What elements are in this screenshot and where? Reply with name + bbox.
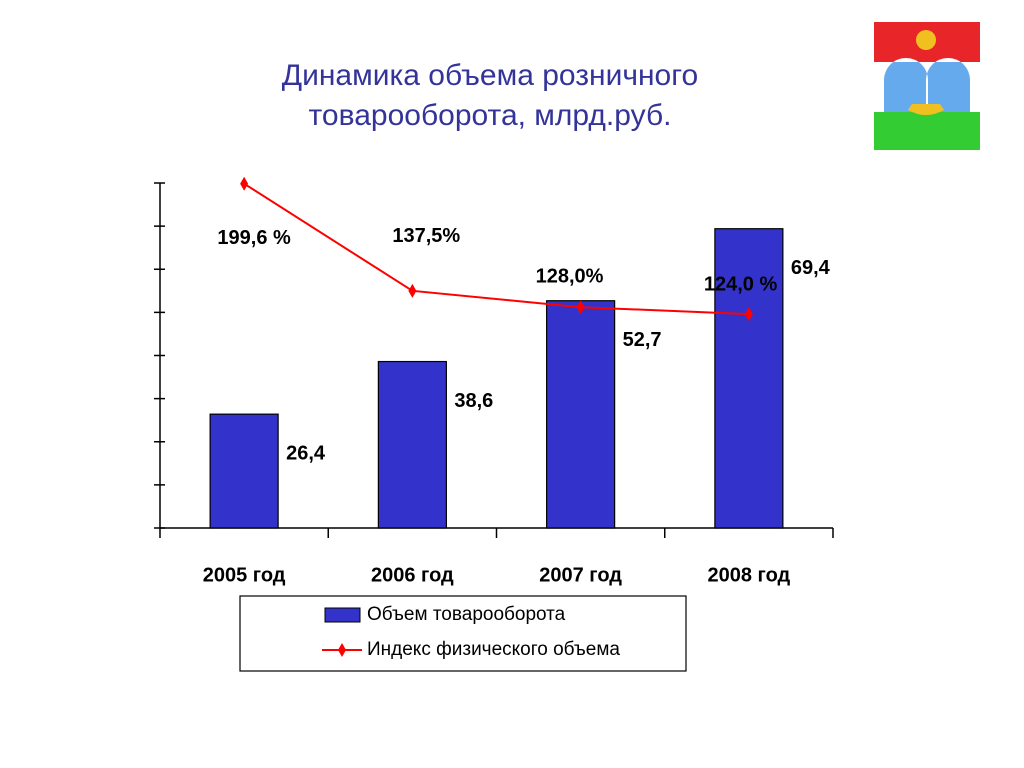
legend-label: Индекс физического объема [367, 639, 620, 660]
line-value-label: 137,5% [392, 225, 460, 247]
chart-title: Динамика объема розничного товарооборота… [281, 59, 699, 132]
bar-value-label: 69,4 [791, 257, 831, 279]
bar [209, 413, 279, 529]
legend-label: Объем товарооборота [367, 604, 566, 625]
bar-value-label: 26,4 [286, 442, 326, 464]
bar [714, 228, 784, 529]
legend-box [239, 595, 687, 672]
x-tick-label: 2007 год [539, 564, 622, 586]
bar-value-label: 52,7 [623, 329, 662, 351]
bar [546, 300, 616, 529]
x-tick-label: 2006 год [371, 564, 454, 586]
line [243, 182, 749, 316]
line-marker [240, 176, 249, 191]
line-value-label: 128,0% [536, 265, 604, 287]
line-marker [744, 307, 753, 322]
legend-marker [338, 643, 346, 657]
x-tick-label: 2005 год [203, 564, 286, 586]
line-marker [576, 300, 585, 315]
line-value-label: 124,0 % [704, 273, 778, 295]
legend: Объем товарооборота Индекс физического об… [239, 595, 687, 672]
line-value-label: 199,6 % [217, 227, 291, 249]
legend-swatch [324, 607, 361, 623]
x-tick-label: 2008 год [707, 564, 790, 586]
bar [377, 360, 447, 529]
line-marker [408, 283, 417, 298]
bar-value-label: 38,6 [454, 390, 493, 412]
